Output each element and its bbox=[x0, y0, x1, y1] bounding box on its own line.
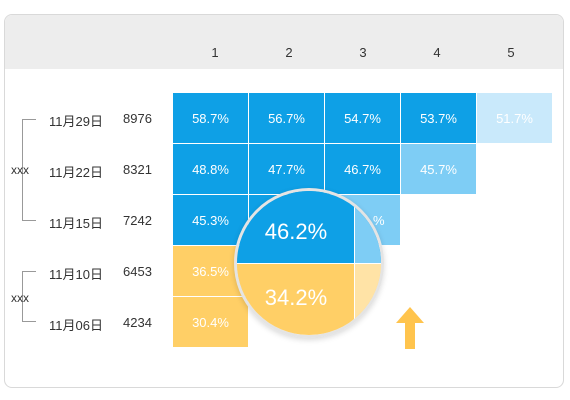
group-bracket-tick bbox=[22, 321, 36, 322]
row-date: 11月22日 bbox=[49, 165, 103, 180]
retention-cell[interactable]: 58.7% bbox=[173, 93, 248, 143]
group-bracket-tick bbox=[22, 220, 36, 221]
column-header-4: 4 bbox=[433, 45, 441, 60]
retention-cell[interactable]: 45.7% bbox=[401, 144, 476, 194]
retention-cell[interactable]: 45.3% bbox=[173, 195, 248, 245]
table-header: 1 2 3 4 5 bbox=[5, 15, 563, 69]
magnifier-lens: 46.2% 34.2% bbox=[234, 188, 384, 338]
group-label-1: xxx bbox=[11, 163, 29, 177]
row-date: 11月29日 bbox=[49, 114, 103, 129]
magnified-top-value: 46.2% bbox=[264, 219, 328, 244]
retention-cell[interactable]: 30.4% bbox=[173, 297, 248, 347]
retention-cell[interactable]: 53.7% bbox=[401, 93, 476, 143]
group-label-2: xxx bbox=[11, 291, 29, 305]
group-bracket-tick bbox=[22, 119, 36, 120]
column-header-1: 1 bbox=[211, 45, 219, 60]
row-count: 8976 bbox=[123, 111, 152, 126]
retention-cell[interactable]: 46.7% bbox=[325, 144, 400, 194]
row-date: 11月10日 bbox=[49, 267, 103, 282]
column-header-2: 2 bbox=[285, 45, 293, 60]
column-header-5: 5 bbox=[507, 45, 515, 60]
retention-cell[interactable]: 56.7% bbox=[249, 93, 324, 143]
group-bracket-tick bbox=[22, 271, 36, 272]
lens-divider bbox=[237, 263, 381, 264]
retention-cell[interactable]: 51.7% bbox=[477, 93, 552, 143]
row-count: 7242 bbox=[123, 213, 152, 228]
retention-table-card: 1 2 3 4 5 xxx xxx 11月29日 8976 11月22日 832… bbox=[4, 14, 564, 388]
lens-top-right-region bbox=[355, 191, 381, 263]
group-bracket-2 bbox=[22, 271, 23, 321]
arrow-up-icon bbox=[396, 307, 424, 349]
row-count: 8321 bbox=[123, 162, 152, 177]
row-count: 4234 bbox=[123, 315, 152, 330]
group-bracket-1 bbox=[22, 119, 23, 220]
lens-bottom-right-region bbox=[355, 263, 381, 335]
retention-cell[interactable]: 48.8% bbox=[173, 144, 248, 194]
row-date: 11月06日 bbox=[49, 318, 103, 333]
row-date: 11月15日 bbox=[49, 216, 103, 231]
retention-cell[interactable]: 54.7% bbox=[325, 93, 400, 143]
retention-cell[interactable]: 47.7% bbox=[249, 144, 324, 194]
column-header-3: 3 bbox=[359, 45, 367, 60]
row-count: 6453 bbox=[123, 264, 152, 279]
magnified-bottom-value: 34.2% bbox=[264, 285, 328, 310]
